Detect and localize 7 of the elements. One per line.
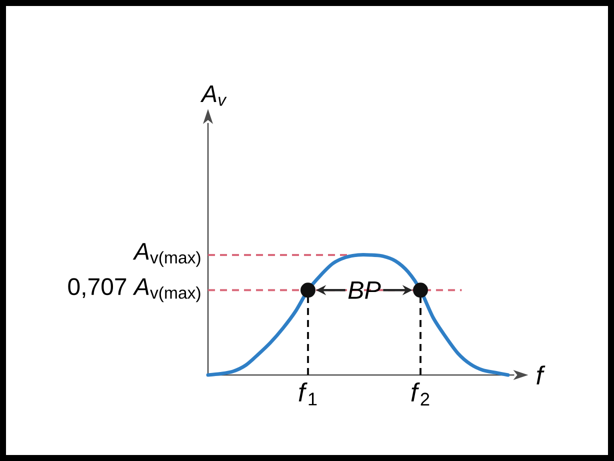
ref-line-label: 0,707 A$_{v(max)}$ [68,278,200,302]
ref-line-label: A$_{v(max)}$ [132,243,200,267]
annotation: BP [348,282,381,299]
x-tick-label: f$_{2}$ [411,382,430,406]
x-tick-label: f$_{1}$ [298,382,317,406]
x-axis-title: f [536,366,546,384]
text: A$_{v}$ [200,86,227,106]
